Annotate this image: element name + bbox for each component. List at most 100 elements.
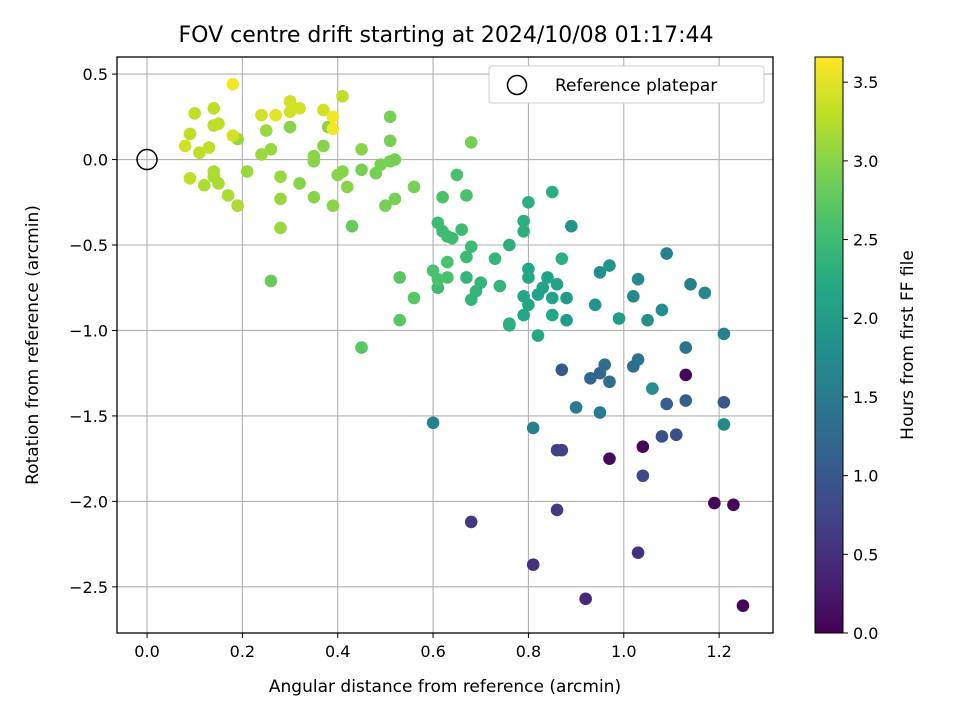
data-point xyxy=(379,199,392,212)
x-tick-label: 0.6 xyxy=(420,642,445,661)
data-point xyxy=(560,292,573,305)
colorbar-gradient xyxy=(815,57,843,633)
data-point xyxy=(327,199,340,212)
data-point xyxy=(598,358,611,371)
data-point xyxy=(274,222,287,235)
x-axis-label: Angular distance from reference (arcmin) xyxy=(269,677,621,697)
y-axis-label: Rotation from reference (arcmin) xyxy=(23,205,43,485)
data-point xyxy=(527,422,540,435)
data-point xyxy=(565,220,578,233)
data-point xyxy=(613,312,626,325)
data-point xyxy=(455,223,468,236)
data-point xyxy=(427,264,440,277)
colorbar-ticks: 0.0 0.5 1.0 1.5 2.0 2.5 3.0 3.5 xyxy=(843,73,878,643)
data-point xyxy=(370,167,383,180)
data-point xyxy=(532,288,545,301)
data-point xyxy=(517,225,530,238)
data-point xyxy=(679,341,692,354)
data-point xyxy=(432,216,445,229)
data-point xyxy=(603,259,616,272)
data-point xyxy=(627,290,640,303)
x-tick-label: 0.4 xyxy=(325,642,350,661)
data-point xyxy=(556,252,569,265)
data-point xyxy=(494,280,507,293)
data-point xyxy=(284,121,297,134)
data-point xyxy=(317,140,330,153)
colorbar-tick-label: 2.5 xyxy=(853,231,878,250)
data-point xyxy=(436,191,449,204)
x-tick-label: 1.0 xyxy=(611,642,636,661)
colorbar-tick-label: 1.5 xyxy=(853,388,878,407)
data-point xyxy=(274,170,287,183)
data-point xyxy=(546,292,559,305)
data-point xyxy=(184,128,197,141)
data-point xyxy=(179,140,192,153)
data-point xyxy=(346,220,359,233)
data-point xyxy=(441,256,454,269)
data-point xyxy=(355,164,368,177)
data-point xyxy=(679,394,692,407)
data-point xyxy=(389,153,402,166)
data-point xyxy=(660,247,673,260)
grid-lines xyxy=(117,57,773,633)
data-point xyxy=(465,136,478,149)
data-point xyxy=(355,341,368,354)
data-point xyxy=(427,416,440,429)
plot-area-frame xyxy=(117,57,773,633)
data-point xyxy=(255,148,268,161)
colorbar-tick-label: 2.0 xyxy=(853,309,878,328)
data-points xyxy=(179,78,749,612)
data-point xyxy=(441,271,454,284)
data-point xyxy=(308,191,321,204)
data-point xyxy=(184,172,197,185)
y-tick-label: 0.5 xyxy=(83,65,108,84)
data-point xyxy=(203,141,216,154)
data-point xyxy=(327,111,340,124)
data-point xyxy=(603,452,616,465)
y-tick-label: −0.5 xyxy=(69,236,108,255)
data-point xyxy=(355,143,368,156)
data-point xyxy=(451,169,464,182)
data-point xyxy=(222,189,235,202)
data-point xyxy=(384,111,397,124)
data-point xyxy=(393,314,406,327)
data-point xyxy=(641,314,654,327)
data-point xyxy=(546,309,559,322)
data-point xyxy=(293,177,306,190)
colorbar-tick-label: 0.5 xyxy=(853,545,878,564)
data-point xyxy=(341,181,354,194)
chart-title: FOV centre drift starting at 2024/10/08 … xyxy=(179,23,714,48)
colorbar-tick-label: 1.0 xyxy=(853,467,878,486)
data-point xyxy=(632,353,645,366)
data-point xyxy=(637,440,650,453)
data-point xyxy=(207,102,220,115)
data-point xyxy=(632,273,645,286)
data-point xyxy=(336,90,349,103)
x-tick-label: 1.2 xyxy=(706,642,731,661)
data-point xyxy=(503,239,516,252)
data-point xyxy=(556,363,569,376)
data-point xyxy=(384,134,397,147)
data-point xyxy=(546,186,559,199)
data-point xyxy=(293,102,306,115)
data-point xyxy=(699,287,712,300)
data-point xyxy=(556,444,569,457)
data-point xyxy=(660,398,673,411)
data-point xyxy=(517,309,530,322)
data-point xyxy=(227,129,240,142)
data-point xyxy=(589,299,602,312)
data-point xyxy=(331,169,344,182)
data-point xyxy=(265,275,278,288)
data-point xyxy=(656,430,669,443)
data-point xyxy=(584,372,597,385)
data-point xyxy=(460,189,473,202)
data-point xyxy=(408,181,421,194)
x-tick-label: 0.0 xyxy=(134,642,159,661)
data-point xyxy=(579,593,592,606)
data-point xyxy=(637,469,650,482)
data-point xyxy=(460,271,473,284)
y-tick-label: −2.5 xyxy=(69,578,108,597)
colorbar-tick-label: 0.0 xyxy=(853,624,878,643)
data-point xyxy=(737,599,750,612)
y-tick-label: −1.5 xyxy=(69,407,108,426)
